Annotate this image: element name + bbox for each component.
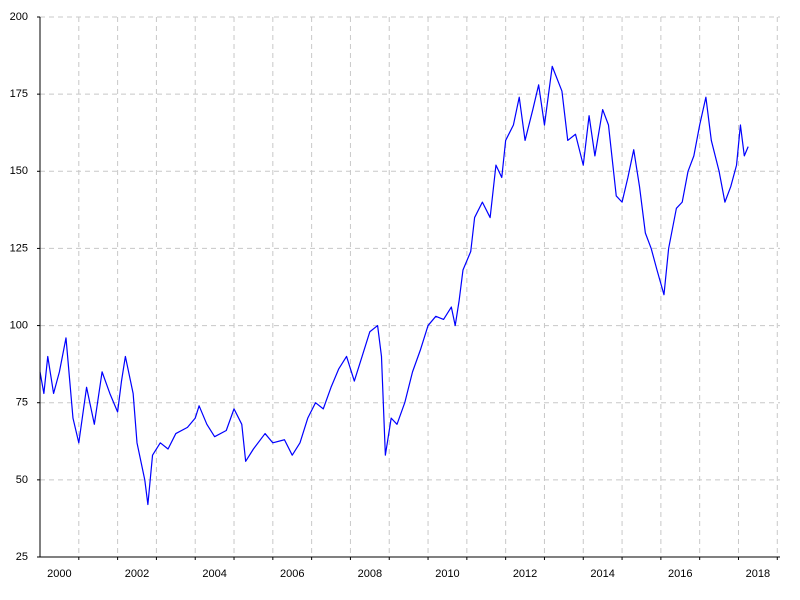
y-tick-label: 175 xyxy=(10,88,28,100)
y-tick-label: 50 xyxy=(16,474,28,486)
x-tick-label: 2010 xyxy=(435,568,459,580)
plot xyxy=(39,65,749,506)
x-tick-label: 2014 xyxy=(590,568,614,580)
y-tick-label: 200 xyxy=(10,11,28,23)
x-tick-label: 2012 xyxy=(513,568,537,580)
x-tick-label: 2018 xyxy=(746,568,770,580)
x-tick-label: 2000 xyxy=(47,568,71,580)
x-tick-label: 2002 xyxy=(125,568,149,580)
y-tick-label: 150 xyxy=(10,165,28,177)
y-tick-label: 125 xyxy=(10,242,28,254)
grid xyxy=(37,16,780,560)
y-tick-label: 25 xyxy=(16,551,28,563)
x-tick-label: 2004 xyxy=(202,568,226,580)
price-line xyxy=(39,65,749,506)
labels: 25 50 75 100 125 150 175 200 2000 2002 2004 2006 200… xyxy=(10,11,770,580)
x-tick-label: 2008 xyxy=(358,568,382,580)
y-tick-label: 100 xyxy=(10,319,28,331)
x-tick-label: 2006 xyxy=(280,568,304,580)
x-tick-label: 2016 xyxy=(668,568,692,580)
y-tick-label: 75 xyxy=(16,397,28,409)
